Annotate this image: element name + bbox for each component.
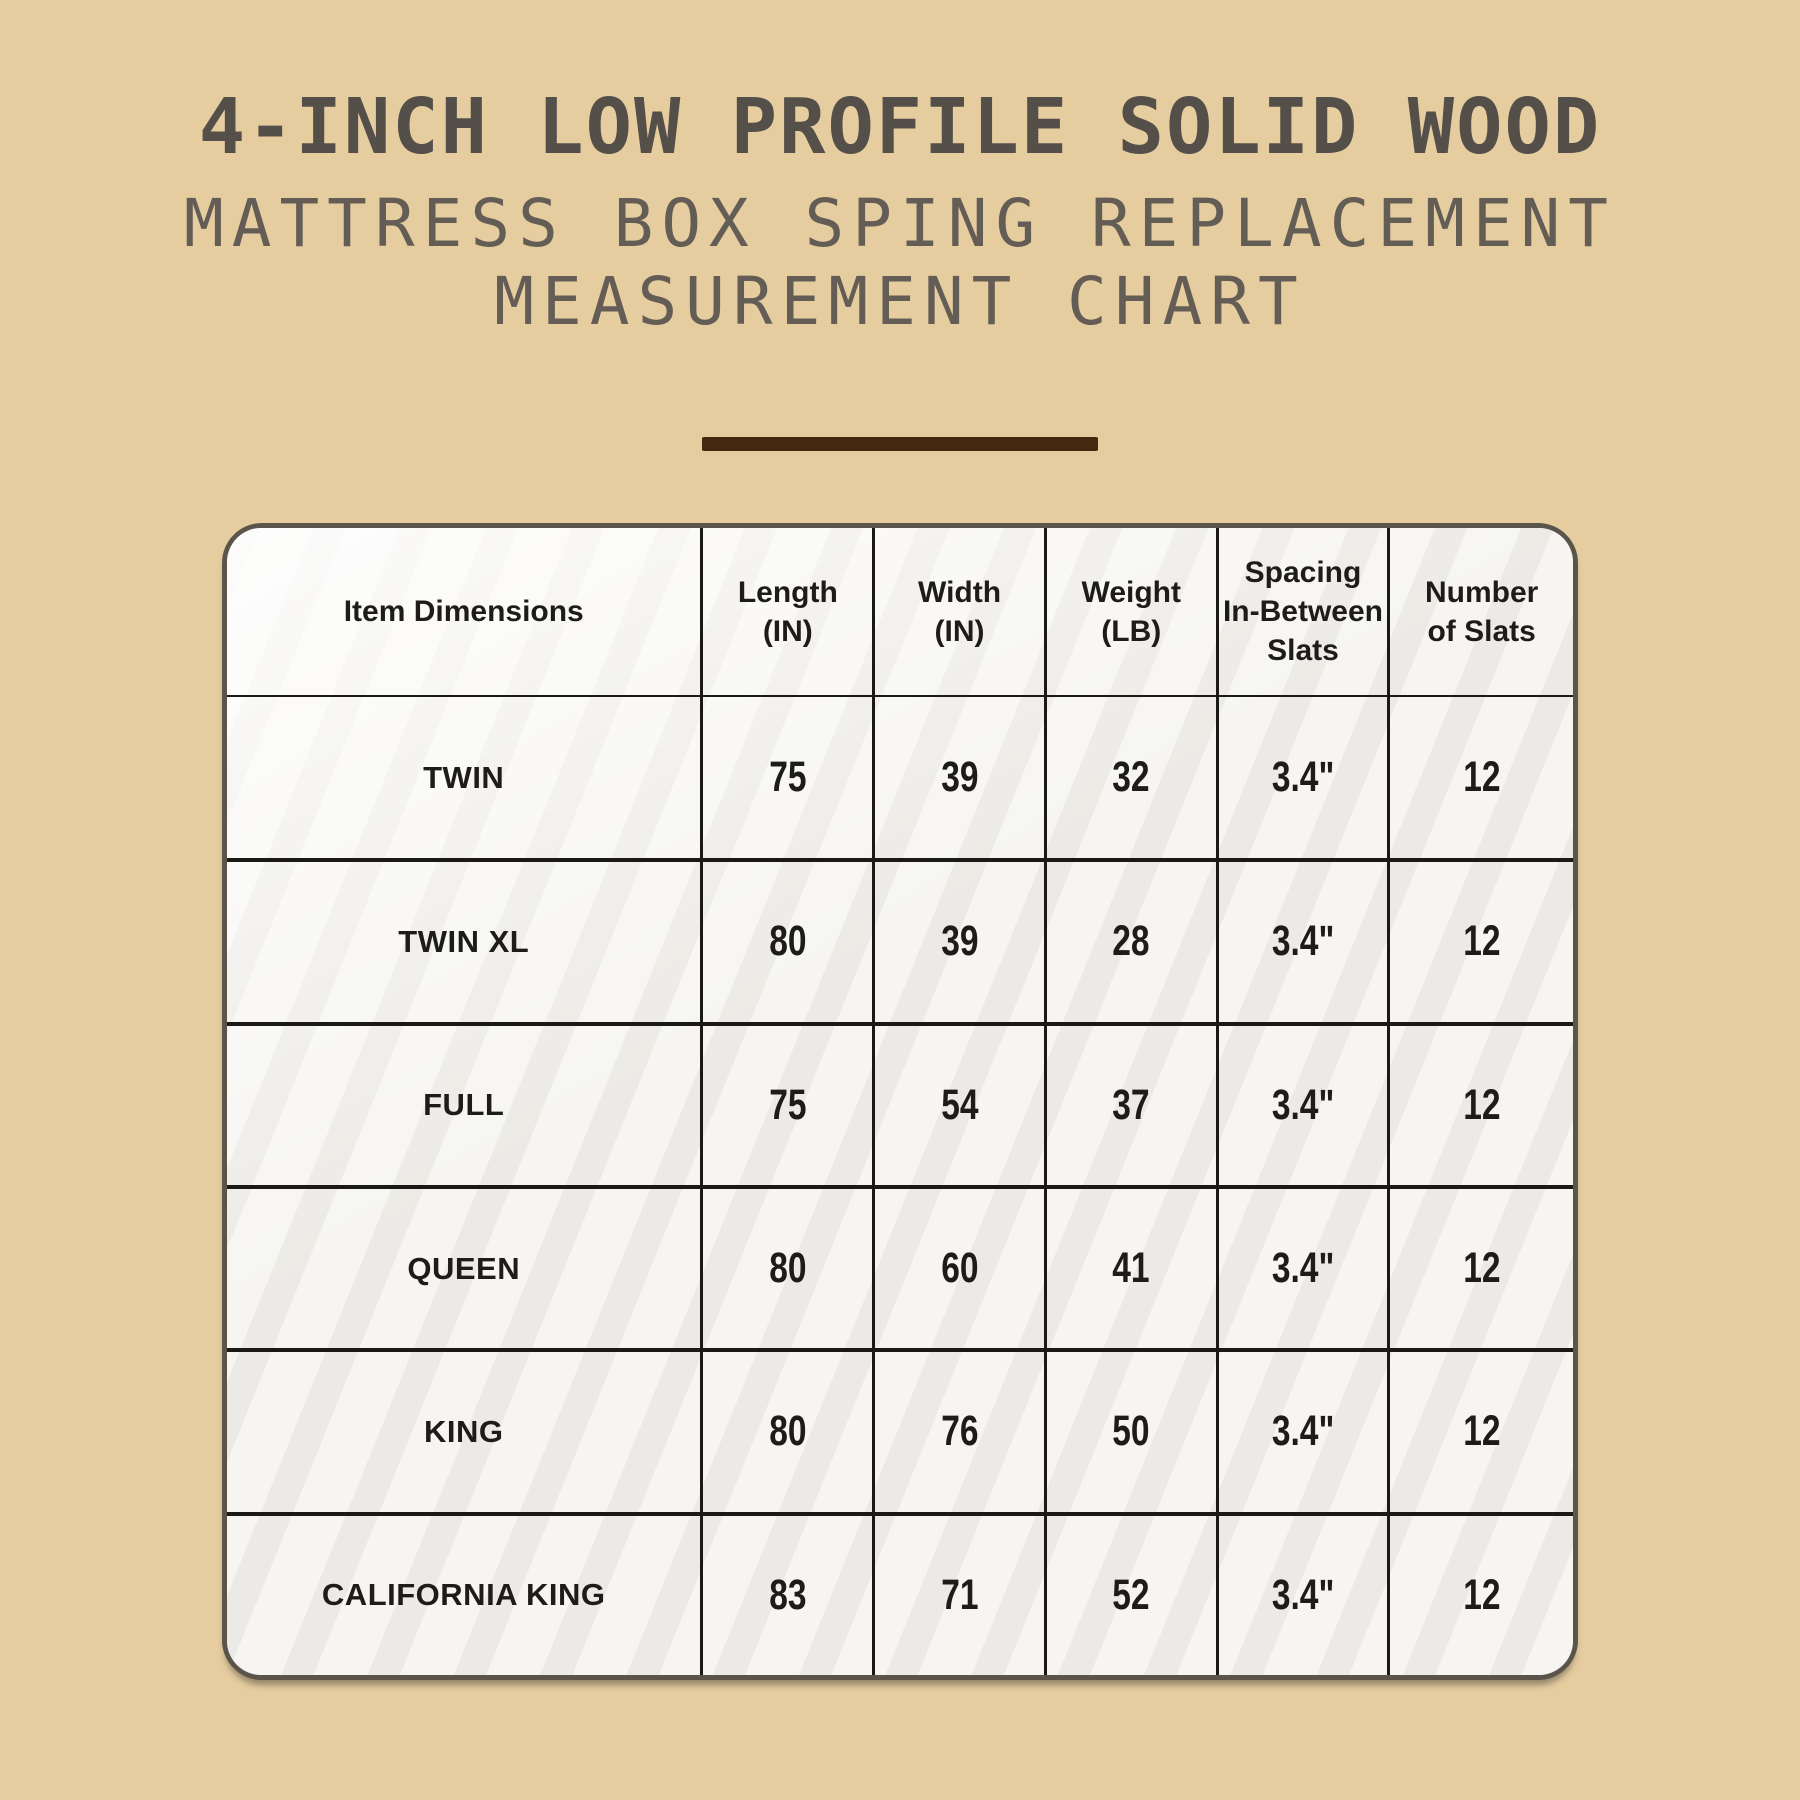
value-text: 71	[940, 1570, 979, 1619]
value-text: 75	[769, 1080, 807, 1129]
cell-california-king-slats: 12	[1390, 1511, 1573, 1675]
value-text: 3.4"	[1271, 917, 1335, 966]
cell-queen-length: 80	[703, 1184, 876, 1349]
column-header-number-of-slats: Number of Slats	[1424, 575, 1539, 648]
cell-queen-width: 60	[875, 1184, 1047, 1349]
value-text: 12	[1462, 1080, 1501, 1129]
cell-california-king-weight: 52	[1046, 1511, 1219, 1675]
row-label-california-king: CALIFORNIA KING	[227, 1511, 704, 1675]
page-subtitle-line1: MATTRESS BOX SPING REPLACEMENT	[183, 184, 1617, 262]
value-text: 75	[769, 753, 807, 802]
row-label-king: KING	[227, 1348, 704, 1512]
cell-king-spacing: 3.4"	[1218, 1348, 1391, 1512]
cell-california-king-width: 71	[875, 1511, 1047, 1675]
value-text: 80	[769, 1407, 807, 1456]
value-text: 3.4"	[1271, 1244, 1335, 1293]
cell-full-spacing: 3.4"	[1218, 1021, 1391, 1185]
title-block: 4-INCH LOW PROFILE SOLID WOOD MATTRESS B…	[0, 83, 1800, 451]
cell-queen-weight: 41	[1046, 1184, 1219, 1349]
cell-king-width: 76	[875, 1348, 1047, 1512]
value-text: 3.4"	[1271, 1407, 1335, 1456]
value-text: 80	[769, 1244, 807, 1293]
cell-king-slats: 12	[1390, 1348, 1573, 1511]
cell-twin-xl-weight: 28	[1046, 858, 1219, 1022]
value-text: 83	[769, 1570, 807, 1619]
cell-twin-width: 39	[875, 695, 1047, 859]
column-header-width: Width (IN)	[875, 528, 1047, 695]
page-subtitle-line2: MEASUREMENT CHART	[494, 262, 1306, 340]
cell-california-king-spacing: 3.4"	[1218, 1511, 1391, 1675]
cell-twin-spacing: 3.4"	[1218, 695, 1391, 859]
value-text: 54	[940, 1080, 979, 1129]
column-header-length: Length (IN)	[703, 528, 876, 695]
value-text: 12	[1462, 917, 1501, 966]
value-text: 28	[1112, 917, 1150, 966]
value-text: 32	[1112, 753, 1150, 802]
cell-king-weight: 50	[1046, 1348, 1219, 1512]
column-header-spacing: Spacing In-Between Slats	[1219, 528, 1391, 695]
value-text: 50	[1112, 1407, 1150, 1456]
cell-twin-xl-slats: 12	[1390, 858, 1573, 1021]
value-text: 12	[1462, 1570, 1501, 1619]
value-text: 52	[1112, 1570, 1150, 1619]
value-text: 3.4"	[1271, 753, 1335, 802]
value-text: 37	[1112, 1080, 1150, 1129]
measurement-table: Item Dimensions Length (IN) Width (IN) W…	[222, 523, 1578, 1680]
title-divider	[702, 436, 1098, 451]
page-title: 4-INCH LOW PROFILE SOLID WOOD	[198, 83, 1602, 172]
value-text: 12	[1462, 1407, 1501, 1456]
row-label-twin-xl: TWIN XL	[227, 858, 704, 1022]
measurement-table-grid: Item Dimensions Length (IN) Width (IN) W…	[227, 528, 1573, 1675]
column-header-item-dimensions: Item Dimensions	[227, 528, 704, 695]
value-text: 80	[769, 917, 807, 966]
cell-california-king-length: 83	[703, 1511, 876, 1675]
value-text: 39	[940, 753, 979, 802]
value-text: 12	[1462, 753, 1501, 802]
cell-full-weight: 37	[1046, 1021, 1219, 1185]
cell-twin-slats: 12	[1390, 695, 1573, 858]
value-text: 39	[940, 917, 979, 966]
value-text: 12	[1462, 1244, 1501, 1293]
cell-twin-length: 75	[703, 695, 876, 859]
cell-twin-xl-spacing: 3.4"	[1218, 858, 1391, 1022]
column-header-weight: Weight (LB)	[1047, 528, 1219, 695]
value-text: 41	[1112, 1244, 1150, 1293]
cell-king-length: 80	[703, 1348, 876, 1512]
value-text: 76	[940, 1407, 979, 1456]
cell-full-slats: 12	[1390, 1021, 1573, 1185]
cell-full-width: 54	[875, 1021, 1047, 1185]
row-label-queen: QUEEN	[227, 1184, 704, 1349]
value-text: 3.4"	[1271, 1080, 1335, 1129]
cell-twin-weight: 32	[1046, 695, 1219, 859]
value-text: 3.4"	[1271, 1570, 1335, 1619]
value-text: 60	[940, 1244, 979, 1293]
row-label-twin: TWIN	[227, 695, 704, 859]
row-label-full: FULL	[227, 1021, 704, 1185]
cell-queen-slats: 12	[1390, 1184, 1573, 1348]
cell-full-length: 75	[703, 1021, 876, 1185]
cell-queen-spacing: 3.4"	[1218, 1184, 1391, 1349]
cell-twin-xl-width: 39	[875, 858, 1047, 1022]
cell-twin-xl-length: 80	[703, 858, 876, 1022]
